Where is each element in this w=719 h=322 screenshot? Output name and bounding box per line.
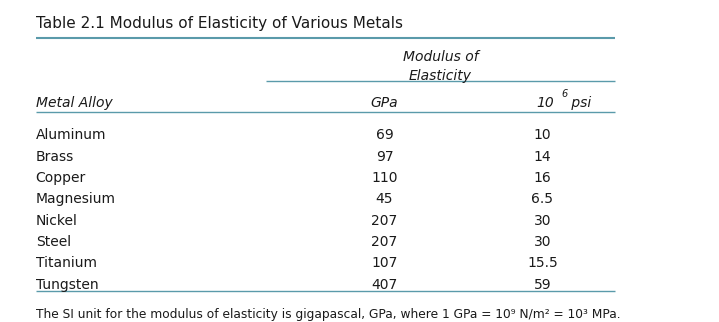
Text: 14: 14 xyxy=(533,150,551,164)
Text: 207: 207 xyxy=(372,235,398,249)
Text: 30: 30 xyxy=(533,235,551,249)
Text: Nickel: Nickel xyxy=(36,214,78,228)
Text: Metal Alloy: Metal Alloy xyxy=(36,96,112,110)
Text: 407: 407 xyxy=(372,278,398,291)
Text: GPa: GPa xyxy=(371,96,398,110)
Text: 107: 107 xyxy=(371,256,398,270)
Text: Modulus of: Modulus of xyxy=(403,50,478,64)
Text: 6: 6 xyxy=(561,89,567,99)
Text: 30: 30 xyxy=(533,214,551,228)
Text: 69: 69 xyxy=(375,128,393,142)
Text: 10: 10 xyxy=(536,96,554,110)
Text: 45: 45 xyxy=(376,192,393,206)
Text: Copper: Copper xyxy=(36,171,86,185)
Text: psi: psi xyxy=(567,96,592,110)
Text: Titanium: Titanium xyxy=(36,256,96,270)
Text: 207: 207 xyxy=(372,214,398,228)
Text: Steel: Steel xyxy=(36,235,70,249)
Text: Table 2.1 Modulus of Elasticity of Various Metals: Table 2.1 Modulus of Elasticity of Vario… xyxy=(36,16,403,31)
Text: 15.5: 15.5 xyxy=(527,256,558,270)
Text: Magnesium: Magnesium xyxy=(36,192,116,206)
Text: 10: 10 xyxy=(533,128,551,142)
Text: 16: 16 xyxy=(533,171,551,185)
Text: Brass: Brass xyxy=(36,150,74,164)
Text: Elasticity: Elasticity xyxy=(409,69,472,83)
Text: Aluminum: Aluminum xyxy=(36,128,106,142)
Text: 97: 97 xyxy=(376,150,393,164)
Text: The SI unit for the modulus of elasticity is gigapascal, GPa, where 1 GPa = 10⁹ : The SI unit for the modulus of elasticit… xyxy=(36,308,620,321)
Text: 6.5: 6.5 xyxy=(531,192,554,206)
Text: Tungsten: Tungsten xyxy=(36,278,99,291)
Text: 110: 110 xyxy=(371,171,398,185)
Text: 59: 59 xyxy=(533,278,551,291)
